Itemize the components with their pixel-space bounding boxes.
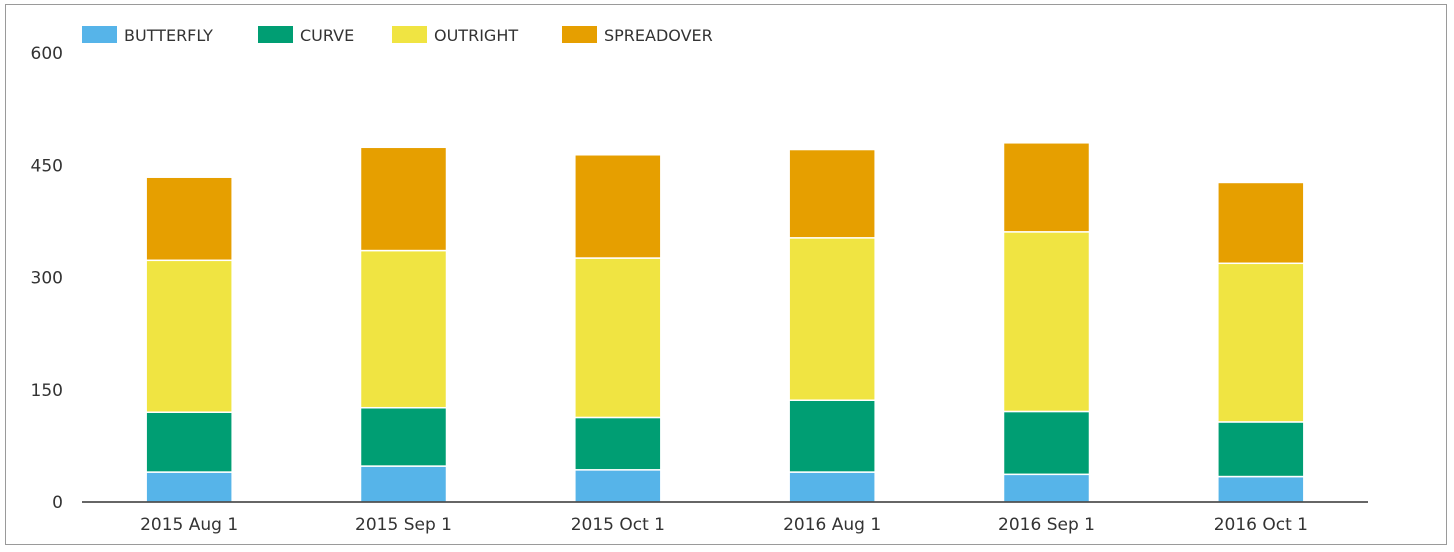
bar-segment-butterfly[interactable] xyxy=(574,469,662,503)
bars xyxy=(145,142,1305,503)
bar-segment-spreadover[interactable] xyxy=(1217,181,1305,265)
legend-swatch-spreadover[interactable] xyxy=(562,26,597,43)
bar-segment-butterfly[interactable] xyxy=(1217,475,1305,503)
bar-segment-spreadover[interactable] xyxy=(145,176,233,262)
legend: BUTTERFLY CURVE OUTRIGHT SPREADOVER xyxy=(82,26,713,45)
x-axis: 2015 Aug 1 2015 Sep 1 2015 Oct 1 2016 Aug 1… xyxy=(140,515,1308,535)
legend-label-outright[interactable]: OUTRIGHT xyxy=(434,26,518,45)
x-tick-label: 2015 Aug 1 xyxy=(140,515,238,535)
y-tick-label: 450 xyxy=(31,156,63,176)
bar-segment-outright[interactable] xyxy=(145,259,233,413)
x-tick-label: 2015 Sep 1 xyxy=(355,515,452,535)
legend-swatch-outright[interactable] xyxy=(392,26,427,43)
y-tick-label: 150 xyxy=(31,381,63,401)
bar-segment-outright[interactable] xyxy=(574,257,662,419)
bar-segment-spreadover[interactable] xyxy=(788,148,876,239)
y-axis: 0 150 300 450 600 xyxy=(31,44,63,513)
y-tick-label: 0 xyxy=(52,493,63,513)
legend-label-butterfly[interactable]: BUTTERFLY xyxy=(124,26,213,45)
legend-swatch-curve[interactable] xyxy=(258,26,293,43)
bar-segment-outright[interactable] xyxy=(1002,231,1091,413)
bar-segment-curve[interactable] xyxy=(1217,421,1305,478)
bar-segment-outright[interactable] xyxy=(1217,262,1305,423)
x-tick-label: 2015 Oct 1 xyxy=(571,515,665,535)
bar-segment-butterfly[interactable] xyxy=(788,471,876,503)
x-tick-label: 2016 Aug 1 xyxy=(783,515,881,535)
bar-segment-curve[interactable] xyxy=(788,399,876,473)
bar-segment-butterfly[interactable] xyxy=(1002,473,1091,503)
x-tick-label: 2016 Sep 1 xyxy=(998,515,1095,535)
y-tick-label: 600 xyxy=(31,44,63,64)
bar-segment-outright[interactable] xyxy=(788,237,876,401)
x-tick-label: 2016 Oct 1 xyxy=(1214,515,1308,535)
bar-segment-outright[interactable] xyxy=(359,249,448,409)
bar-segment-spreadover[interactable] xyxy=(574,154,662,259)
bar-segment-curve[interactable] xyxy=(359,406,448,467)
bar-segment-spreadover[interactable] xyxy=(1002,142,1091,233)
bar-segment-curve[interactable] xyxy=(1002,410,1091,476)
legend-swatch-butterfly[interactable] xyxy=(82,26,117,43)
bar-segment-spreadover[interactable] xyxy=(359,146,448,252)
legend-label-spreadover[interactable]: SPREADOVER xyxy=(604,26,713,45)
y-tick-label: 300 xyxy=(31,269,63,289)
bar-segment-curve[interactable] xyxy=(145,411,233,473)
bar-segment-curve[interactable] xyxy=(574,416,662,471)
legend-label-curve[interactable]: CURVE xyxy=(300,26,354,45)
chart-frame xyxy=(5,4,1447,545)
bar-segment-butterfly[interactable] xyxy=(359,465,448,503)
bar-segment-butterfly[interactable] xyxy=(145,471,233,503)
